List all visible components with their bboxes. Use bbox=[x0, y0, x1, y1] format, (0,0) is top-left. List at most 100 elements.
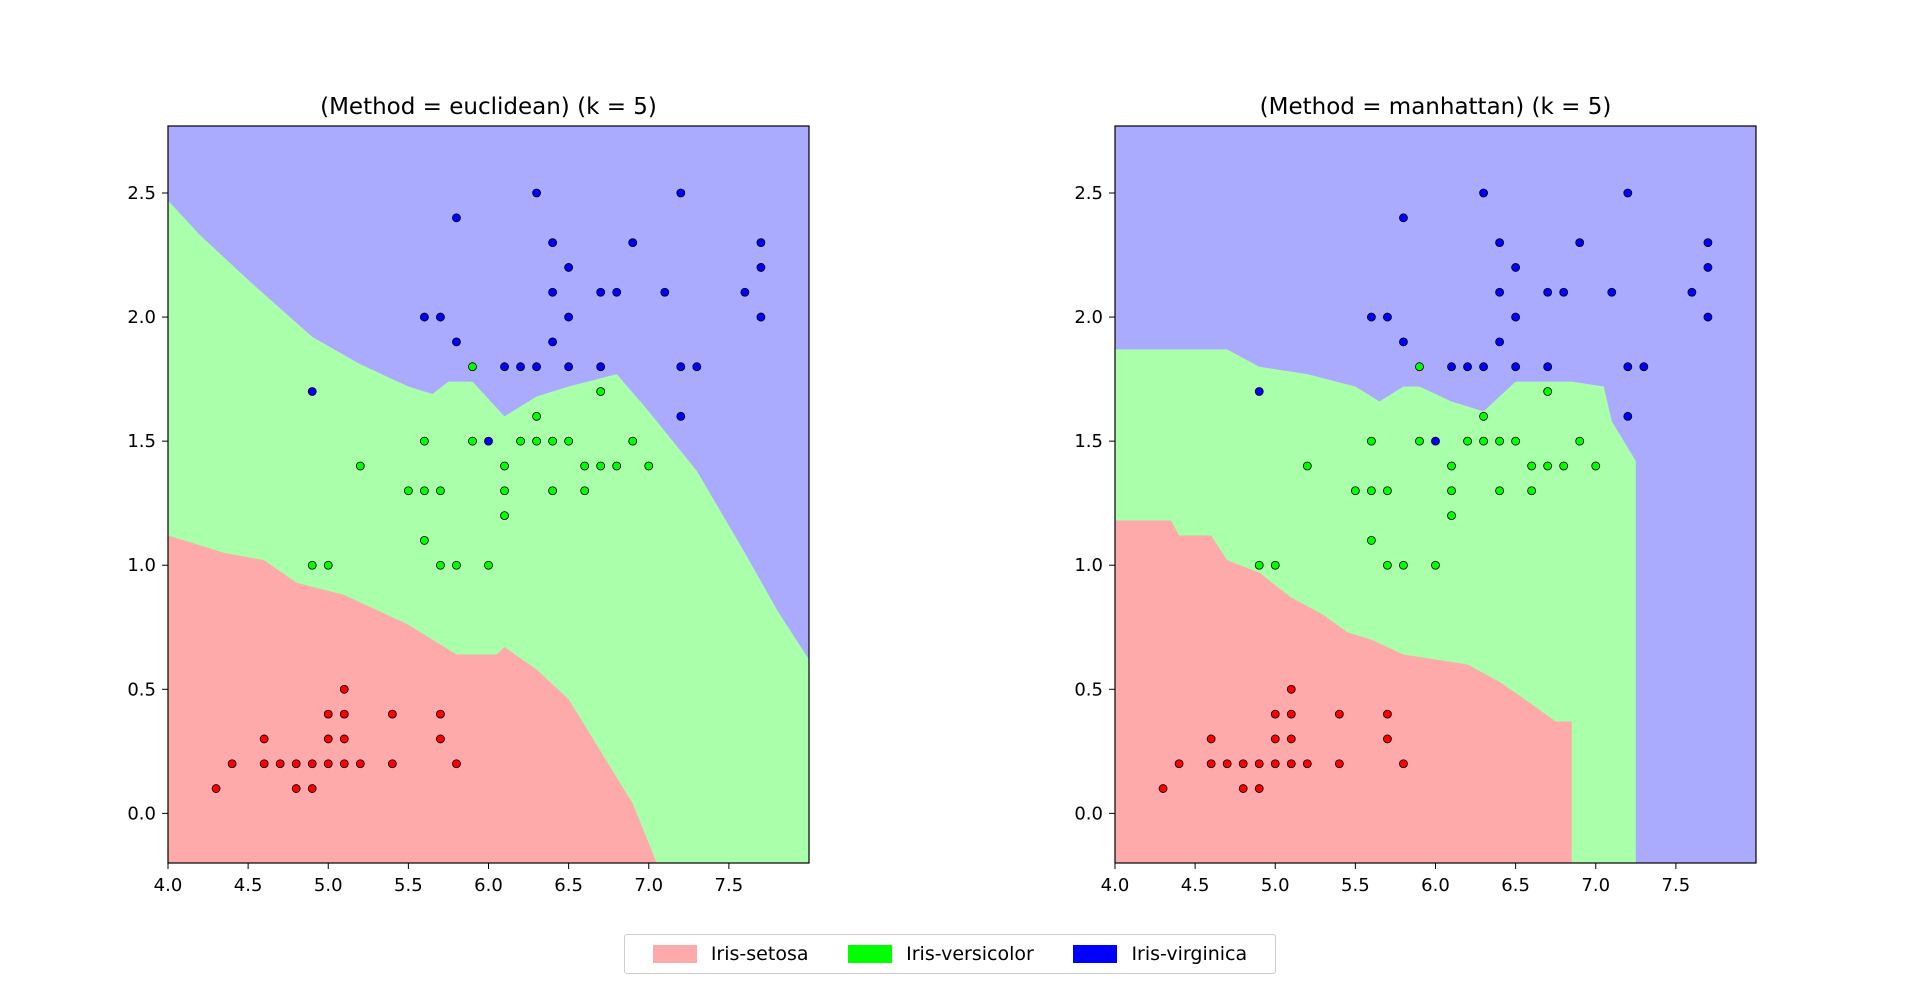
point-versicolor bbox=[419, 536, 429, 545]
y-tick-label: 2.0 bbox=[1074, 307, 1103, 328]
y-tick-label: 2.5 bbox=[127, 183, 156, 204]
y-tick-label: 1.0 bbox=[127, 555, 156, 576]
x-tick-label: 4.0 bbox=[1101, 875, 1130, 896]
y-tick-label: 0.0 bbox=[127, 803, 156, 824]
chart-panel-2: 4.0 4.5 5.0 5.5 6.0 6.5 7.0 7.5 0.0 0.5 1.0 1.5 2.0 2… bbox=[1074, 94, 1757, 896]
point-virginica bbox=[676, 411, 686, 421]
point-virginica bbox=[1511, 263, 1521, 272]
point-virginica bbox=[484, 436, 493, 446]
point-setosa bbox=[339, 684, 349, 694]
point-versicolor bbox=[1511, 436, 1521, 446]
x-tick-label: 6.0 bbox=[474, 875, 503, 896]
x-tick-label: 5.0 bbox=[1261, 875, 1290, 896]
point-virginica bbox=[548, 238, 557, 248]
point-setosa bbox=[1206, 759, 1216, 769]
point-setosa bbox=[307, 759, 317, 769]
point-setosa bbox=[1286, 759, 1296, 769]
point-virginica bbox=[1639, 362, 1649, 372]
point-versicolor bbox=[1527, 486, 1537, 496]
region-setosa bbox=[168, 535, 657, 863]
x-tick-label: 6.5 bbox=[554, 875, 583, 896]
y-tick-label: 1.5 bbox=[127, 431, 156, 452]
point-versicolor bbox=[436, 560, 445, 570]
x-tick-label: 7.5 bbox=[715, 875, 744, 896]
point-virginica bbox=[1543, 287, 1553, 297]
y-tick-label: 0.5 bbox=[127, 679, 156, 700]
point-versicolor bbox=[436, 486, 445, 496]
legend-label-setosa: Iris-setosa bbox=[710, 943, 809, 965]
point-virginica bbox=[1559, 287, 1569, 297]
point-setosa bbox=[1270, 734, 1280, 744]
point-virginica bbox=[1703, 238, 1713, 248]
point-versicolor bbox=[1367, 536, 1376, 545]
point-setosa bbox=[1206, 734, 1216, 744]
point-versicolor bbox=[500, 486, 509, 496]
point-versicolor bbox=[1383, 486, 1392, 496]
point-virginica bbox=[500, 362, 509, 372]
point-setosa bbox=[1254, 759, 1264, 769]
point-virginica bbox=[307, 387, 317, 396]
point-virginica bbox=[516, 362, 525, 372]
point-versicolor bbox=[468, 436, 477, 446]
point-virginica bbox=[1254, 387, 1264, 396]
point-setosa bbox=[1270, 709, 1280, 719]
legend: Iris-setosa Iris-versicolor Iris-virgini… bbox=[624, 934, 1276, 974]
point-setosa bbox=[1286, 684, 1296, 694]
point-virginica bbox=[1623, 188, 1633, 198]
point-setosa bbox=[355, 759, 365, 769]
point-virginica bbox=[596, 362, 606, 372]
x-tick-label: 6.5 bbox=[1501, 875, 1530, 896]
point-virginica bbox=[1383, 312, 1392, 322]
point-virginica bbox=[1367, 312, 1376, 322]
point-setosa bbox=[436, 709, 445, 719]
point-virginica bbox=[1623, 362, 1633, 372]
point-versicolor bbox=[548, 486, 557, 496]
point-setosa bbox=[1238, 759, 1248, 769]
point-versicolor bbox=[1591, 461, 1601, 471]
x-tick-label: 4.5 bbox=[1181, 875, 1210, 896]
point-virginica bbox=[1431, 436, 1440, 446]
point-virginica bbox=[436, 312, 445, 322]
point-versicolor bbox=[1415, 362, 1424, 372]
y-tick-label: 1.5 bbox=[1074, 431, 1103, 452]
point-versicolor bbox=[1367, 486, 1376, 496]
y-tick-label: 2.0 bbox=[127, 307, 156, 328]
legend-swatch-virginica bbox=[1073, 945, 1118, 963]
point-versicolor bbox=[1302, 461, 1312, 471]
y-tick-label: 0.0 bbox=[1074, 803, 1103, 824]
point-virginica bbox=[1543, 362, 1553, 372]
point-versicolor bbox=[580, 461, 590, 471]
series-versicolor bbox=[1254, 362, 1601, 570]
point-versicolor bbox=[1543, 387, 1553, 396]
point-versicolor bbox=[1543, 461, 1553, 471]
point-versicolor bbox=[1431, 560, 1440, 570]
point-versicolor bbox=[516, 436, 525, 446]
point-versicolor bbox=[468, 362, 477, 372]
point-setosa bbox=[387, 759, 397, 769]
point-setosa bbox=[291, 759, 301, 769]
series-setosa bbox=[211, 684, 461, 793]
point-virginica bbox=[756, 263, 766, 272]
point-versicolor bbox=[1447, 461, 1456, 471]
point-versicolor bbox=[1254, 560, 1264, 570]
point-setosa bbox=[323, 709, 333, 719]
point-setosa bbox=[259, 734, 269, 744]
point-setosa bbox=[291, 784, 301, 793]
point-versicolor bbox=[500, 461, 509, 471]
point-setosa bbox=[259, 759, 269, 769]
point-setosa bbox=[1383, 709, 1392, 719]
x-tick-label: 4.5 bbox=[234, 875, 263, 896]
point-virginica bbox=[452, 213, 461, 223]
point-setosa bbox=[339, 734, 349, 744]
point-virginica bbox=[1399, 213, 1408, 223]
point-virginica bbox=[1607, 287, 1617, 297]
legend-swatch-versicolor bbox=[848, 945, 893, 963]
point-setosa bbox=[227, 759, 237, 769]
point-versicolor bbox=[628, 436, 638, 446]
point-versicolor bbox=[1350, 486, 1360, 496]
point-virginica bbox=[532, 188, 541, 198]
point-versicolor bbox=[1479, 436, 1488, 446]
point-virginica bbox=[1687, 287, 1697, 297]
point-versicolor bbox=[1447, 511, 1456, 520]
